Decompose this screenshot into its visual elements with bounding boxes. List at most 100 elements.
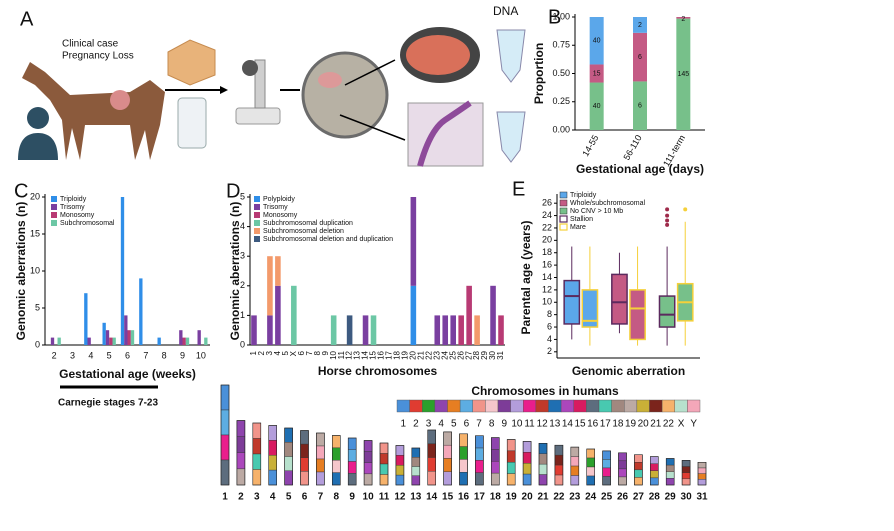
chromosome-outline — [490, 437, 500, 486]
chromosome-band — [602, 459, 611, 469]
horse-chromosome-label: 6 — [302, 492, 308, 503]
human-chromosome-label: 19 — [625, 419, 637, 430]
chromosome-band — [666, 458, 675, 466]
chromosome-band — [475, 472, 484, 486]
chromosome-band — [443, 431, 452, 446]
horse-chromosome-label: 27 — [633, 492, 645, 503]
horse-chromosome-label: 4 — [270, 492, 276, 503]
horse-chromosome-label: 5 — [286, 492, 292, 503]
bar-segment — [434, 315, 441, 345]
panel-label: B — [548, 6, 561, 28]
bar-segment — [633, 81, 647, 130]
human-chromosome-label: 15 — [575, 419, 587, 430]
bar-segment — [474, 315, 480, 345]
chromosome-band — [666, 471, 675, 479]
count-label: 40 — [593, 103, 601, 110]
box — [629, 289, 646, 341]
arrow — [339, 114, 406, 141]
human-chromosome-color — [624, 399, 638, 413]
chromosome-band — [363, 462, 373, 475]
bar — [185, 337, 190, 345]
chromosome-band — [554, 454, 564, 466]
microscope-base — [235, 107, 281, 125]
x-axis-label: Gestational age (weeks) — [59, 367, 196, 381]
x-tick-label: 20 — [408, 350, 417, 359]
horse-chromosome-label: 13 — [410, 492, 422, 503]
x-tick-label: 3 — [265, 350, 274, 355]
chromosome-band — [697, 479, 707, 486]
horse-chromosome-label: 26 — [617, 492, 629, 503]
x-tick-label: 27 — [464, 350, 473, 359]
chromosome-band — [316, 471, 325, 486]
x-tick-label: 22 — [424, 350, 433, 359]
y-tick-label: 2 — [547, 346, 552, 356]
y-tick-label: 16 — [542, 259, 552, 269]
chromosome-band — [491, 449, 500, 462]
legend-label: Triploidy — [570, 192, 597, 199]
human-chromosome-color — [611, 399, 625, 413]
chromosome-outline — [411, 447, 421, 486]
human-chromosome-color — [485, 399, 499, 413]
horse-chromosome-label: 16 — [458, 492, 470, 503]
chromosome-outline — [618, 452, 627, 486]
chromosome-band — [507, 439, 516, 452]
y-tick-label: 5 — [240, 191, 245, 201]
human-chromosome-color — [661, 399, 675, 413]
chromosome-band — [268, 425, 277, 441]
chromosome-band — [697, 473, 707, 480]
chromosome-outline — [395, 445, 405, 486]
y-tick-label: 15 — [30, 228, 40, 238]
human-chromosome-color — [523, 399, 537, 413]
chromosome-band — [443, 458, 452, 472]
chromosome-band — [284, 456, 293, 471]
chromosome-band — [443, 471, 452, 486]
legend-swatch — [559, 191, 568, 199]
bar-segment — [362, 315, 369, 345]
human-chromosome-color — [396, 399, 410, 413]
legend-swatch — [559, 215, 568, 223]
count-label: 6 — [638, 54, 642, 61]
y-tick-label: 0.50 — [552, 68, 570, 78]
legend-swatch — [51, 204, 57, 210]
horse-chromosome-label: 23 — [569, 492, 581, 503]
chromosome-band — [252, 453, 262, 470]
chromosome-outline — [665, 458, 675, 486]
human-chromosome-label: 14 — [562, 419, 574, 430]
chromosome-band — [459, 472, 468, 486]
x-tick-label: 13 — [353, 350, 362, 359]
y-tick-label: 20 — [542, 235, 552, 245]
chromosome-outline — [522, 441, 532, 486]
chromosome-outline — [634, 454, 643, 486]
chromosome-band — [427, 457, 436, 472]
y-tick-label: 12 — [542, 284, 552, 294]
x-tick-label: 7 — [143, 350, 148, 360]
legend-swatch — [51, 196, 57, 202]
human-chromosome-label: 11 — [524, 419, 535, 430]
horse-chromosome-label: 18 — [490, 492, 502, 503]
chromosome-band — [538, 474, 548, 486]
chromosome-outline — [570, 446, 580, 486]
chromosome-band — [666, 464, 675, 472]
bar-segment — [589, 82, 604, 130]
chromosome-band — [395, 445, 405, 456]
chromosome-band — [363, 440, 373, 452]
chromosome-outline — [697, 461, 707, 486]
x-tick-label: 9 — [321, 350, 330, 355]
human-chromosome-label: 13 — [549, 419, 561, 430]
bar-segment — [251, 315, 257, 345]
human-chromosome-label: X — [678, 419, 685, 430]
y-tick-label: 5 — [35, 302, 40, 312]
chromosome-band — [316, 445, 325, 460]
chromosome-outline — [443, 431, 452, 486]
horse-chromosome-label: 29 — [665, 492, 677, 503]
bar — [182, 337, 186, 345]
x-tick-label: 29 — [480, 350, 489, 359]
x-tick-label: 9 — [180, 350, 185, 360]
chromosome-band — [650, 477, 659, 486]
chromosome-outline — [316, 432, 325, 486]
horse-chromosome-label: 10 — [363, 492, 375, 503]
human-chromosome-color — [636, 399, 650, 413]
bar — [112, 337, 116, 345]
legend-label: Subchromosomal deletion — [263, 228, 344, 235]
bar-segment — [589, 64, 604, 83]
